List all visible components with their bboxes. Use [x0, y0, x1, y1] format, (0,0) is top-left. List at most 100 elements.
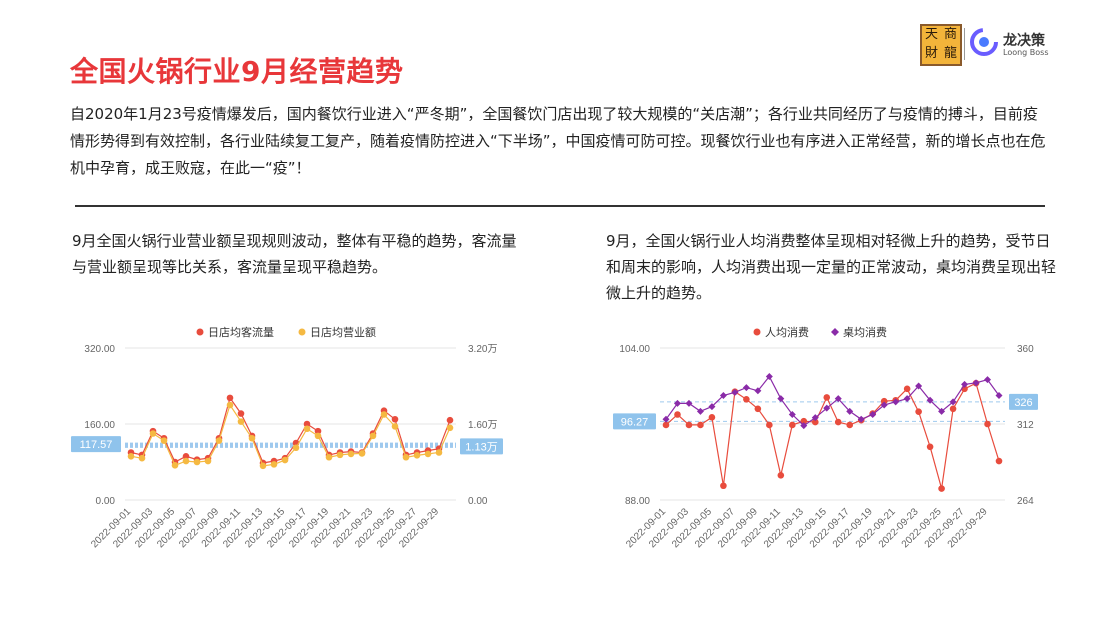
- data-point: [281, 456, 289, 464]
- data-point: [823, 404, 831, 412]
- data-point: [685, 421, 693, 429]
- logo-char: 龍: [943, 46, 957, 61]
- reference-tag: [460, 438, 503, 455]
- data-point: [834, 395, 842, 403]
- data-point: [696, 407, 704, 415]
- logo-char: 財: [924, 46, 938, 61]
- reference-tag: [71, 436, 121, 453]
- legend-marker: [196, 328, 204, 336]
- intro-paragraph: 自2020年1月23号疫情爆发后，国内餐饮行业进入“严冬期”，全国餐饮门店出现了…: [70, 105, 1046, 177]
- y-left-tick-label: 0.00: [96, 496, 116, 507]
- data-point: [138, 454, 146, 462]
- logo-char: 天: [924, 27, 938, 42]
- y-left-tick-label: 104.00: [619, 344, 650, 355]
- data-point: [237, 410, 245, 417]
- right-chart-description: 9月，全国火锅行业人均消费整体呈现相对轻微上升的趋势，受节日和周末的影响，人均消…: [606, 232, 1057, 302]
- legend-label: 桌均消费: [843, 325, 887, 339]
- data-point: [314, 432, 322, 440]
- reference-label: 96.27: [621, 416, 649, 428]
- page-title: 全国火锅行业9月经营趋势: [70, 55, 404, 88]
- legend-label: 日店均营业额: [310, 325, 376, 339]
- y-left-tick-label: 320.00: [84, 344, 115, 355]
- legend-label: 日店均客流量: [208, 325, 274, 339]
- data-point: [800, 417, 808, 425]
- y-right-tick-label: 1.60万: [468, 420, 497, 431]
- data-point: [903, 385, 911, 393]
- data-point: [915, 382, 923, 390]
- data-point: [892, 398, 900, 406]
- brand-name-cn: 龙决策: [1003, 33, 1045, 49]
- data-point: [880, 397, 888, 405]
- data-point: [673, 399, 681, 407]
- data-point: [270, 461, 278, 468]
- data-point: [984, 420, 991, 428]
- data-point: [149, 430, 157, 437]
- logo-divider: [964, 28, 965, 60]
- data-point: [984, 376, 992, 384]
- data-point: [347, 450, 355, 458]
- data-point: [742, 384, 750, 392]
- data-point: [391, 423, 399, 430]
- data-point: [857, 415, 865, 423]
- data-point: [811, 418, 819, 426]
- data-point: [380, 411, 388, 418]
- data-point: [662, 421, 670, 429]
- data-point: [336, 451, 344, 459]
- data-point: [938, 485, 945, 492]
- data-point: [949, 405, 957, 413]
- data-point: [413, 452, 421, 459]
- data-point: [127, 453, 135, 460]
- section-divider: [75, 205, 1045, 207]
- data-point: [719, 392, 727, 399]
- left-chart-description: 9月全国火锅行业营业额呈现规则波动，整体有平稳的趋势，客流量与营业额呈现等比关系…: [72, 232, 517, 276]
- data-point: [314, 427, 322, 435]
- data-point: [303, 425, 311, 433]
- data-point: [435, 449, 443, 456]
- y-right-tick-label: 312: [1017, 420, 1034, 431]
- legend-label: 人均消费: [765, 325, 809, 339]
- data-point: [292, 444, 300, 452]
- data-point: [961, 380, 969, 388]
- data-point: [846, 407, 854, 415]
- data-point: [259, 462, 267, 470]
- logo-char: 商: [943, 27, 957, 42]
- data-point: [226, 401, 234, 409]
- series-line: [665, 375, 1000, 427]
- data-point: [215, 437, 223, 444]
- data-point: [915, 408, 922, 415]
- data-point: [402, 453, 410, 461]
- reference-label: 1.13万: [465, 441, 497, 453]
- data-point: [708, 414, 716, 421]
- data-point: [789, 421, 796, 429]
- reference-tag: [1009, 393, 1038, 410]
- data-point: [754, 387, 762, 395]
- tianshang-logo: 天 商 財 龍: [920, 24, 962, 66]
- data-point: [834, 418, 842, 426]
- data-point: [995, 457, 1003, 465]
- data-point: [926, 396, 934, 404]
- data-point: [995, 392, 1003, 399]
- data-point: [424, 450, 432, 458]
- legend-marker: [831, 328, 839, 336]
- data-point: [720, 482, 727, 490]
- data-point: [662, 415, 670, 423]
- data-point: [869, 411, 877, 418]
- data-point: [708, 403, 716, 411]
- data-point: [248, 434, 256, 442]
- data-point: [226, 394, 234, 402]
- data-point: [823, 394, 831, 401]
- data-point: [766, 421, 773, 429]
- data-point: [800, 422, 808, 430]
- reference-tag: [613, 413, 656, 430]
- data-point: [160, 437, 168, 444]
- data-point: [754, 405, 762, 413]
- y-left-tick-label: 160.00: [84, 420, 115, 431]
- reference-label: 117.57: [80, 439, 113, 451]
- y-left-tick-label: 88.00: [625, 496, 650, 507]
- data-point: [972, 379, 980, 387]
- data-point: [777, 395, 785, 403]
- data-point: [926, 443, 934, 451]
- brand-name-en: Loong Boss: [1003, 48, 1049, 57]
